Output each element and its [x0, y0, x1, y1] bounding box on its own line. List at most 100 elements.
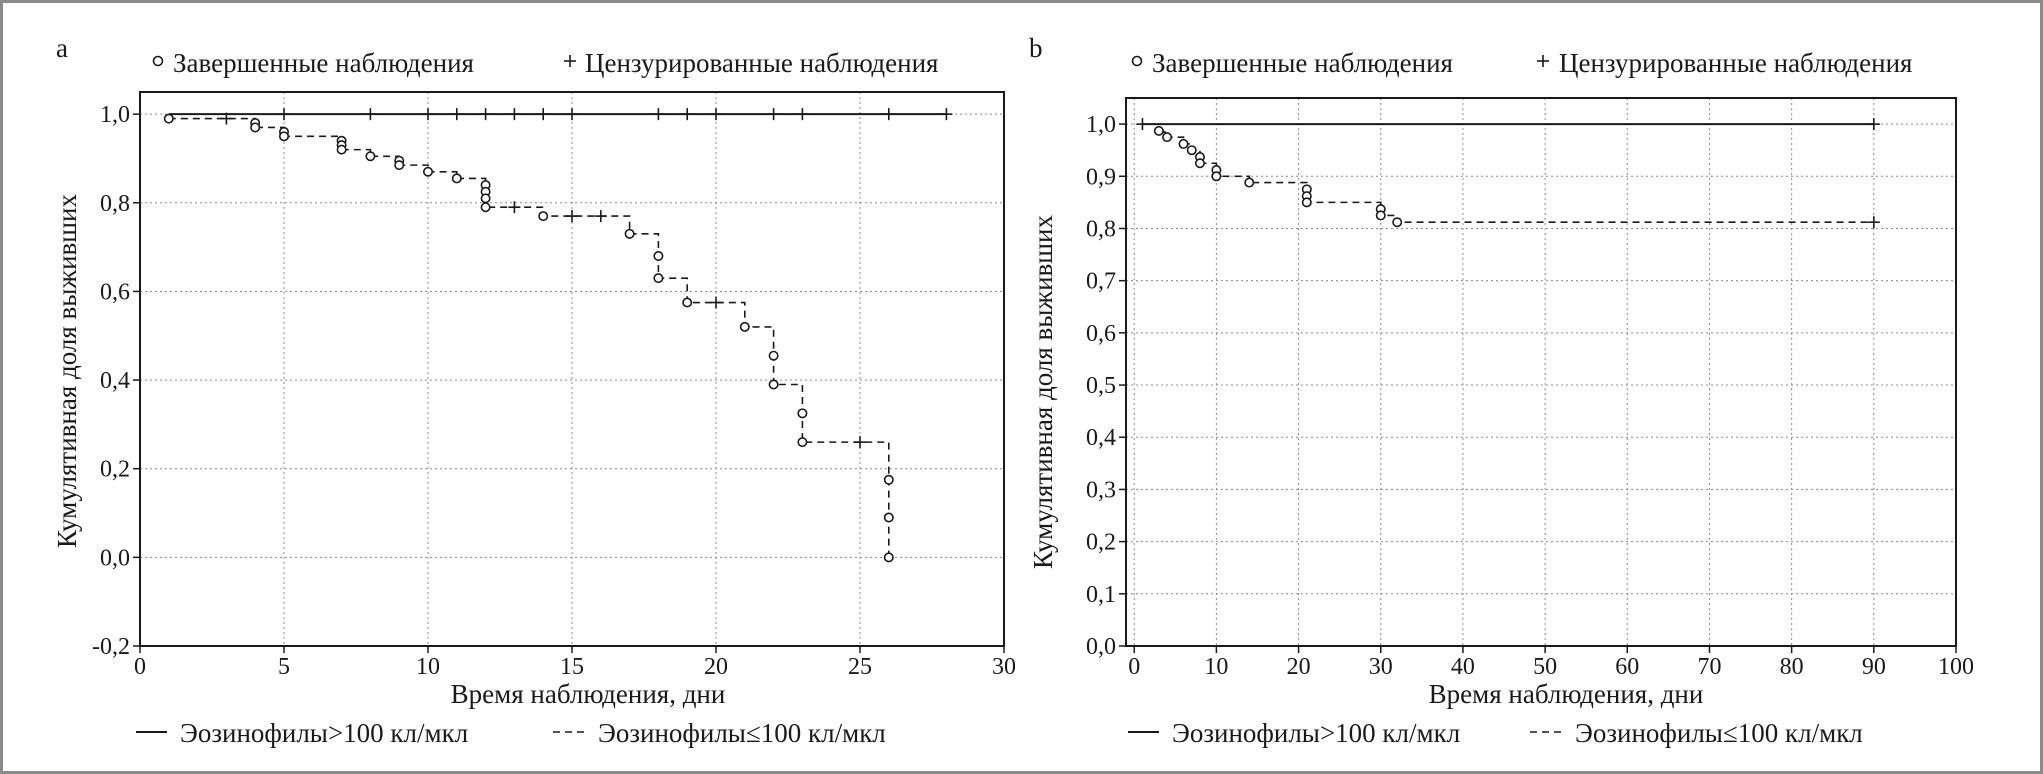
legend-dashed-label: Эозинофилы≤100 кл/мкл	[1575, 718, 1863, 748]
x-tick-label: 0	[134, 654, 146, 680]
event-point	[797, 437, 808, 448]
event-point	[538, 211, 549, 222]
chart-panel-b: b Завершенные наблюдения Цензурированные…	[1028, 33, 1974, 748]
event-point	[278, 131, 289, 142]
x-tick-label: 70	[1697, 654, 1721, 680]
y-tick-label: 0,8	[100, 191, 130, 217]
x-tick-label: 15	[560, 654, 584, 680]
top-legend-b: Завершенные наблюдения Цензурированные н…	[1131, 48, 1912, 78]
event-point	[480, 193, 491, 204]
censored-point	[278, 108, 290, 121]
censored-point	[422, 108, 434, 121]
event-point	[1244, 177, 1255, 188]
y-tick-label: -0,2	[92, 634, 130, 660]
censored-point	[566, 210, 578, 223]
plot-frame	[1125, 97, 1957, 647]
censored-point	[767, 108, 780, 121]
y-axis-label-a: Кумулятивная доля выживших	[52, 193, 82, 548]
censored-point	[594, 210, 607, 223]
event-point	[883, 512, 894, 523]
censored-point	[710, 108, 722, 121]
event-point	[653, 250, 664, 261]
legend-event-marker-icon	[152, 55, 164, 67]
y-tick-label: 0,5	[1086, 373, 1116, 399]
event-point	[250, 122, 261, 133]
event-point	[1301, 197, 1312, 208]
x-tick-label: 0	[1128, 654, 1140, 680]
x-tick-label: 10	[416, 654, 440, 680]
event-point	[422, 166, 433, 177]
legend-event-marker-icon	[1131, 55, 1143, 67]
legend-solid-label: Эозинофилы>100 кл/мкл	[1172, 718, 1460, 748]
x-tick-label: 20	[1287, 654, 1311, 680]
x-tick-label: 10	[1204, 654, 1228, 680]
legend-censored-label: Цензурированные наблюдения	[1559, 48, 1912, 78]
censored-point	[537, 108, 550, 121]
x-tick-label: 20	[704, 654, 728, 680]
censored-point	[681, 108, 694, 121]
legend-event-label: Завершенные наблюдения	[1152, 48, 1453, 78]
y-tick-label: 1,0	[1086, 112, 1116, 138]
censored-point	[508, 108, 521, 121]
legend-dashed-label: Эозинофилы≤100 кл/мкл	[598, 718, 886, 748]
chart-panel-a: a Завершенные наблюдения Цензурированные…	[52, 33, 1016, 748]
censored-point	[479, 108, 492, 121]
event-point	[365, 151, 376, 162]
y-tick-label: 1,0	[100, 102, 130, 128]
censored-point	[566, 108, 578, 121]
x-tick-label: 60	[1615, 654, 1639, 680]
x-tick-label: 25	[848, 654, 872, 680]
x-tick-label: 40	[1451, 654, 1475, 680]
censored-point	[1867, 216, 1880, 229]
event-point	[1162, 132, 1173, 143]
x-tick-label: 100	[1938, 654, 1974, 680]
legend-solid-label: Эозинофилы>100 кл/мкл	[180, 718, 468, 748]
x-tick-label: 5	[278, 654, 290, 680]
event-point	[394, 160, 405, 171]
censored-point	[508, 201, 521, 214]
censored-point	[882, 108, 895, 121]
y-tick-label: 0,2	[100, 457, 130, 483]
legend-censored-marker-icon	[1537, 55, 1549, 67]
y-tick-label: 0,9	[1086, 164, 1116, 190]
event-point	[480, 202, 491, 213]
y-tick-label: 0,2	[1086, 530, 1116, 556]
legend-censored-marker-icon	[564, 55, 576, 67]
bottom-legend-b: Эозинофилы>100 кл/мкл Эозинофилы≤100 кл/…	[1128, 718, 1863, 748]
series-line-dashed	[168, 117, 890, 558]
y-tick-label: 0,8	[1086, 216, 1116, 242]
event-point	[336, 144, 347, 155]
plot-area-b: 0 10 20 30 40 50 60 70 80 90 100 0,0 0,1 0,2 0,3 0,4 0,5…	[1086, 97, 1974, 680]
censored-point	[710, 296, 722, 309]
y-tick-label: 0,3	[1086, 477, 1116, 503]
event-point	[739, 321, 750, 332]
y-tick-label: 0,7	[1086, 269, 1116, 295]
event-point	[1194, 158, 1205, 169]
censored-point	[450, 108, 463, 121]
event-point	[163, 113, 174, 124]
event-point	[768, 350, 779, 361]
event-point	[768, 379, 779, 390]
x-tick-label: 80	[1780, 654, 1804, 680]
event-point	[1178, 138, 1189, 149]
y-tick-label: 0,4	[1086, 425, 1116, 451]
panel-letter-a: a	[56, 33, 68, 63]
event-point	[653, 273, 664, 284]
event-point	[682, 297, 693, 308]
censored-point	[940, 108, 953, 121]
x-tick-label: 30	[992, 654, 1016, 680]
x-tick-label: 50	[1533, 654, 1557, 680]
censored-point	[652, 108, 665, 121]
x-axis-label-a: Время наблюдения, дни	[451, 679, 726, 709]
event-point	[883, 552, 894, 563]
censored-point	[854, 436, 866, 449]
panel-letter-b: b	[1029, 33, 1043, 63]
censored-point	[796, 108, 809, 121]
censored-point	[220, 112, 233, 125]
censored-point	[1867, 118, 1880, 131]
event-point	[1186, 145, 1197, 156]
event-point	[1392, 217, 1403, 228]
y-axis-label-b: Кумулятивная доля выживших	[1028, 214, 1058, 569]
x-axis-label-b: Время наблюдения, дни	[1429, 679, 1704, 709]
